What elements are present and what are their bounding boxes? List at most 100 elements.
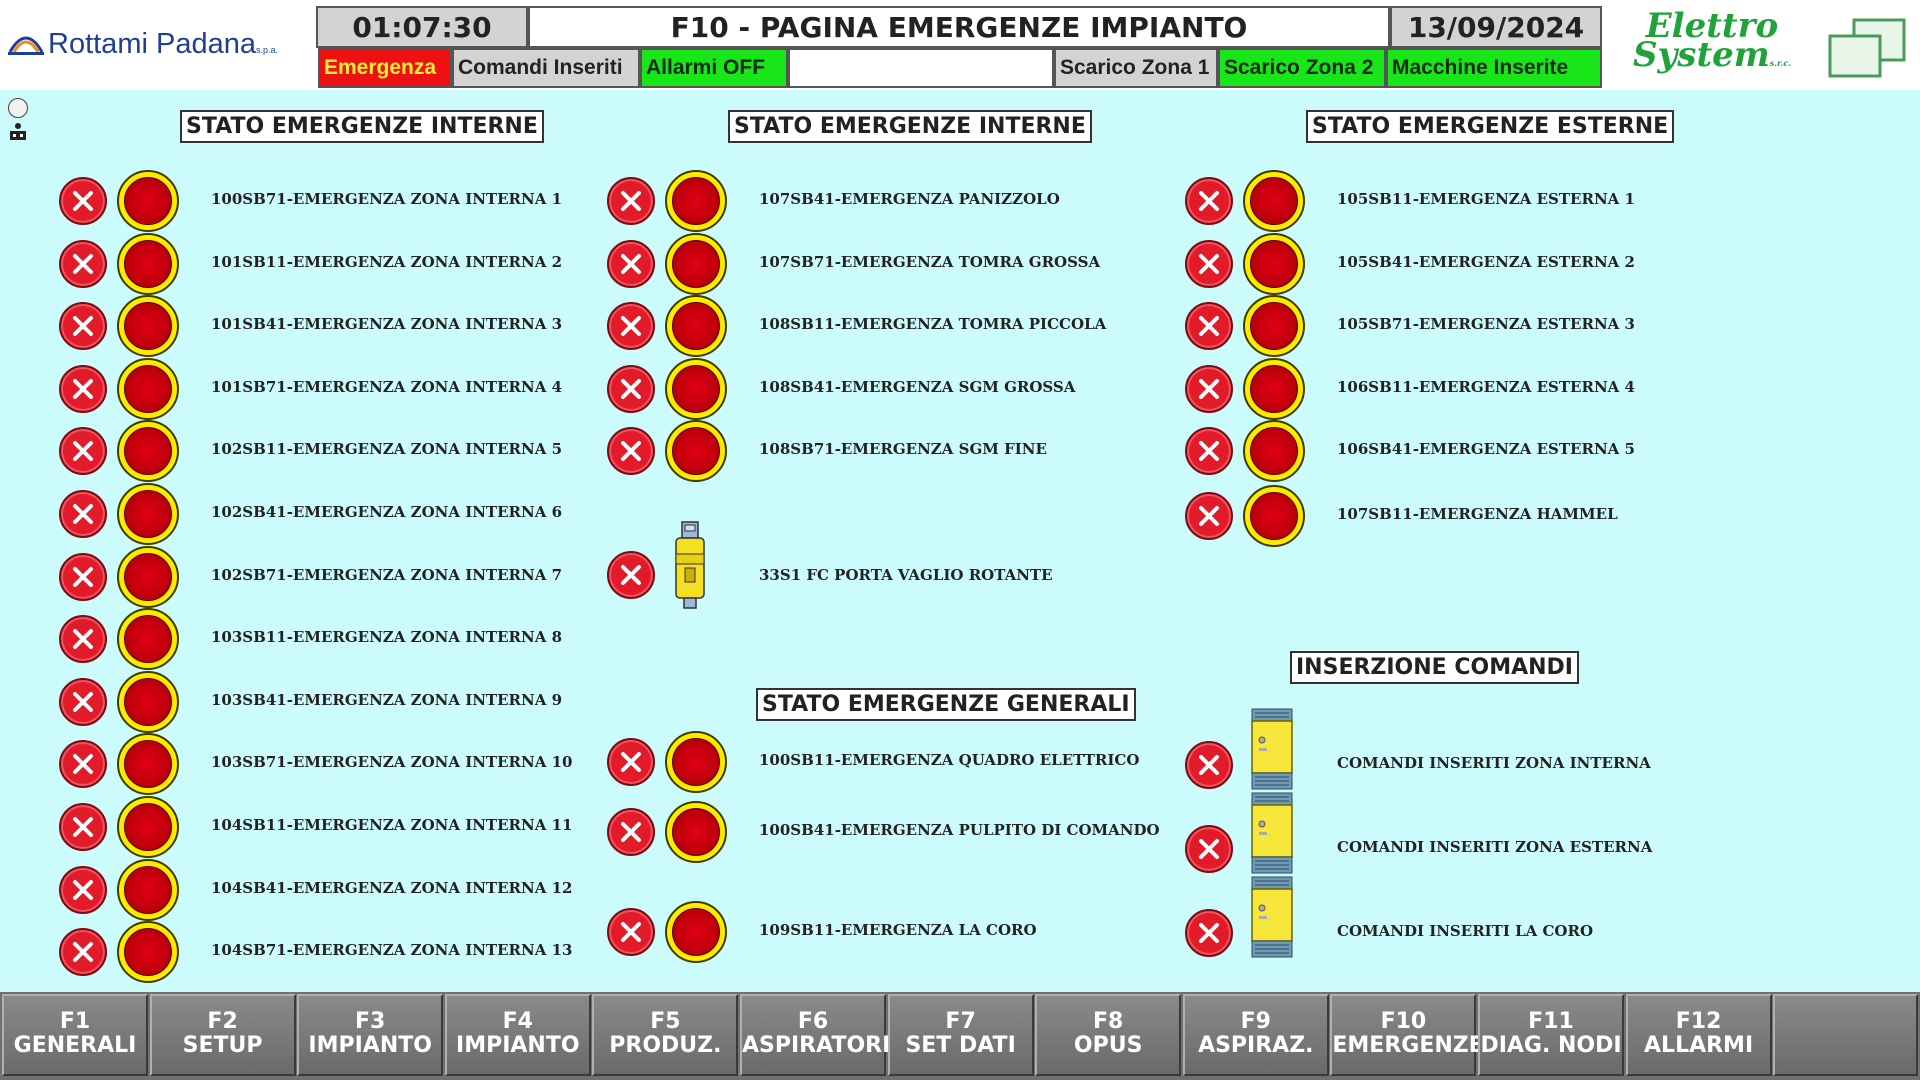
fkey-f2[interactable]: F2 SETUP	[149, 994, 296, 1076]
emergency-mushroom-icon[interactable]	[1243, 485, 1305, 547]
emergency-label: 104SB71-EMERGENZA ZONA INTERNA 13	[211, 941, 573, 959]
reset-x-icon[interactable]	[1185, 365, 1233, 413]
reset-x-icon[interactable]	[607, 365, 655, 413]
reset-x-icon[interactable]	[59, 615, 107, 663]
emergency-mushroom-icon[interactable]	[117, 295, 179, 357]
emergency-mushroom-icon[interactable]	[117, 608, 179, 670]
section-title-esterne: STATO EMERGENZE ESTERNE	[1306, 110, 1675, 143]
reset-x-icon[interactable]	[1185, 741, 1233, 789]
reset-x-icon[interactable]	[59, 177, 107, 225]
emergency-mushroom-icon[interactable]	[117, 420, 179, 482]
fkey-number: F7	[945, 1009, 976, 1034]
reset-x-icon[interactable]	[607, 177, 655, 225]
reset-x-icon[interactable]	[59, 928, 107, 976]
col1-row: 100SB71-EMERGENZA ZONA INTERNA 1	[59, 170, 562, 232]
emergency-mushroom-icon[interactable]	[117, 233, 179, 295]
fkey-label: DIAG. NODI	[1480, 1033, 1622, 1058]
fkey-f4[interactable]: F4 IMPIANTO	[444, 994, 591, 1076]
fkey-blank[interactable]	[1773, 994, 1918, 1076]
status-scarico-zona-1[interactable]: Scarico Zona 1	[1054, 48, 1218, 88]
reset-x-icon[interactable]	[59, 427, 107, 475]
reset-x-icon[interactable]	[59, 740, 107, 788]
windows-switch-icon[interactable]	[1826, 16, 1908, 80]
emergency-mushroom-icon[interactable]	[1243, 295, 1305, 357]
reset-x-icon[interactable]	[1185, 427, 1233, 475]
emergency-label: 105SB11-EMERGENZA ESTERNA 1	[1337, 190, 1635, 208]
reset-x-icon[interactable]	[59, 803, 107, 851]
status-macchine-inserite[interactable]: Macchine Inserite	[1386, 48, 1602, 88]
reset-x-icon[interactable]	[607, 240, 655, 288]
reset-x-icon[interactable]	[1185, 909, 1233, 957]
fkey-f1[interactable]: F1 GENERALI	[2, 994, 148, 1076]
col3-row: 105SB41-EMERGENZA ESTERNA 2	[1185, 233, 1635, 295]
comandi-row: COMANDI INSERITI LA CORO	[1185, 876, 1625, 964]
emergency-mushroom-icon[interactable]	[665, 358, 727, 420]
emergency-mushroom-icon[interactable]	[665, 420, 727, 482]
emergency-mushroom-icon[interactable]	[117, 170, 179, 232]
status-comandi-inseriti[interactable]: Comandi Inseriti	[452, 48, 640, 88]
x-mark-icon	[1199, 379, 1219, 399]
emergency-mushroom-icon[interactable]	[117, 733, 179, 795]
fkey-f6[interactable]: F6 ASPIRATORI	[740, 994, 891, 1076]
emergency-mushroom-icon[interactable]	[665, 295, 727, 357]
fkey-f5[interactable]: F5 PRODUZ.	[592, 994, 739, 1076]
reset-x-icon[interactable]	[59, 302, 107, 350]
reset-x-icon[interactable]	[59, 490, 107, 538]
emergency-mushroom-icon[interactable]	[117, 358, 179, 420]
status-led-icon[interactable]	[8, 98, 28, 118]
emergency-mushroom-icon[interactable]	[117, 483, 179, 545]
fkey-f7[interactable]: F7 SET DATI	[887, 994, 1034, 1076]
emergency-mushroom-icon[interactable]	[1243, 170, 1305, 232]
fkey-f9[interactable]: F9 ASPIRAZ.	[1182, 994, 1329, 1076]
emergency-label: 100SB11-EMERGENZA QUADRO ELETTRICO	[759, 751, 1140, 769]
emergency-mushroom-icon[interactable]	[117, 546, 179, 608]
door-sensor-label: 33S1 FC PORTA VAGLIO ROTANTE	[759, 566, 1053, 584]
fkey-f3[interactable]: F3 IMPIANTO	[297, 994, 444, 1076]
reset-x-icon[interactable]	[1185, 492, 1233, 540]
emergency-mushroom-icon[interactable]	[665, 170, 727, 232]
emergency-mushroom-icon[interactable]	[117, 921, 179, 983]
reset-x-icon[interactable]	[59, 553, 107, 601]
reset-x-icon[interactable]	[607, 427, 655, 475]
reset-x-icon[interactable]	[59, 866, 107, 914]
reset-x-icon[interactable]	[59, 240, 107, 288]
reset-x-icon[interactable]	[59, 365, 107, 413]
fkey-number: F12	[1675, 1009, 1722, 1034]
emergency-mushroom-icon[interactable]	[117, 671, 179, 733]
reset-x-icon[interactable]	[1185, 177, 1233, 225]
fkey-f12[interactable]: F12 ALLARMI	[1625, 994, 1772, 1076]
emergency-mushroom-icon[interactable]	[117, 859, 179, 921]
status-emergenza[interactable]: Emergenza	[318, 48, 452, 88]
reset-x-icon[interactable]	[1185, 240, 1233, 288]
emergency-mushroom-icon[interactable]	[1243, 358, 1305, 420]
emergency-mushroom-icon[interactable]	[665, 233, 727, 295]
reset-x-icon[interactable]	[607, 551, 655, 599]
reset-x-icon[interactable]	[1185, 302, 1233, 350]
status-allarmi[interactable]: Allarmi OFF	[640, 48, 788, 88]
fkey-f8[interactable]: F8 OPUS	[1035, 994, 1182, 1076]
fkey-f10[interactable]: F10 EMERGENZE	[1330, 994, 1484, 1076]
x-mark-icon	[73, 567, 93, 587]
fkey-number: F5	[650, 1009, 681, 1034]
reset-x-icon[interactable]	[1185, 825, 1233, 873]
reset-x-icon[interactable]	[607, 302, 655, 350]
x-mark-icon	[73, 316, 93, 336]
col3-row: 105SB71-EMERGENZA ESTERNA 3	[1185, 295, 1635, 357]
fkey-label: ASPIRATORI	[742, 1033, 891, 1058]
clock-display: 01:07:30	[316, 6, 528, 48]
reset-x-icon[interactable]	[59, 678, 107, 726]
reset-x-icon[interactable]	[607, 808, 655, 856]
fkey-f11[interactable]: F11 DIAG. NODI	[1478, 994, 1624, 1076]
user-login-icon[interactable]	[8, 122, 28, 142]
col1-row: 103SB71-EMERGENZA ZONA INTERNA 10	[59, 733, 572, 795]
emergency-mushroom-icon[interactable]	[665, 901, 727, 963]
emergency-mushroom-icon[interactable]	[1243, 420, 1305, 482]
x-mark-icon	[1199, 923, 1219, 943]
emergency-mushroom-icon[interactable]	[117, 796, 179, 858]
reset-x-icon[interactable]	[607, 738, 655, 786]
status-scarico-zona-2[interactable]: Scarico Zona 2	[1218, 48, 1386, 88]
reset-x-icon[interactable]	[607, 908, 655, 956]
emergency-mushroom-icon[interactable]	[665, 731, 727, 793]
emergency-mushroom-icon[interactable]	[1243, 233, 1305, 295]
emergency-mushroom-icon[interactable]	[665, 801, 727, 863]
